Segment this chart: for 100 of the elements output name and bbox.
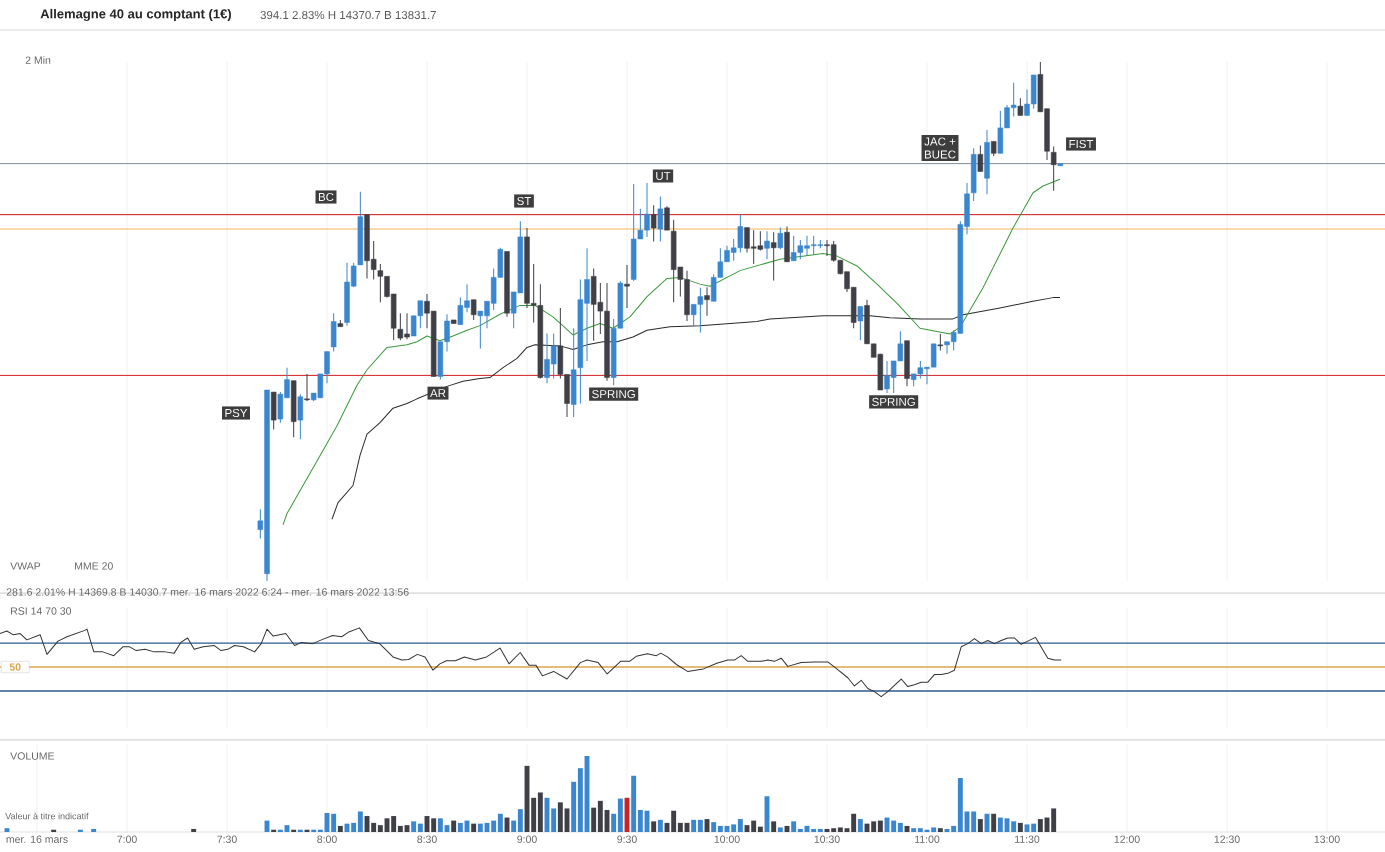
bar [591,807,597,832]
text: RSI 14 70 30 [11,607,72,615]
annotation: AR [430,389,446,398]
x-tick-label: 8:00 [317,835,337,843]
bar [337,825,343,832]
bar [291,829,297,832]
bar [731,824,737,832]
annotation: JAC + BUEC [924,137,956,159]
bar [437,818,443,832]
bar [817,828,823,832]
bar [811,828,817,832]
bar [737,819,743,832]
bar [1017,822,1023,832]
bar [511,820,517,832]
bar [757,826,763,832]
x-tick-label: 8:30 [417,835,437,843]
x-tick-label: 9:00 [517,835,537,843]
bar [317,829,323,832]
bar [931,827,937,832]
annotation: MME 20 [75,562,113,570]
bar [531,797,537,832]
bar [891,820,897,832]
candlestick [777,227,784,250]
bar [377,825,383,832]
bar [471,823,477,832]
annotation: 50 [9,663,21,671]
bar [191,828,197,832]
bar [997,817,1003,832]
candlestick [977,145,984,172]
bar [537,792,543,832]
annotation: BC [318,192,334,202]
bar [717,825,723,832]
bar [391,816,397,832]
x-tick-label: 10:30 [814,835,840,843]
bar [691,819,697,832]
bar [877,820,883,832]
bar [1031,823,1037,832]
bar [357,811,363,832]
bar [857,819,863,832]
annotation: 2 Min [25,56,51,64]
candlestick [624,264,630,309]
bar [777,827,783,832]
annotation: FIST [1069,139,1094,149]
bar [837,827,843,832]
bar [457,822,463,832]
bar [277,829,283,832]
x-tick-label: mer. 16 mars [6,835,68,843]
bar [977,819,983,832]
bar [411,821,417,832]
bar [417,823,423,832]
bar [497,813,503,832]
bar [571,781,577,832]
annotation: SPRING [872,397,915,406]
candlestick [657,195,664,243]
bar [557,802,563,832]
bar [871,821,877,832]
bar [451,820,457,832]
bar [371,822,377,832]
bar [917,828,923,832]
bar [791,821,797,832]
bar [271,829,277,832]
x-tick-label: 9:30 [617,835,637,843]
bar [397,825,403,832]
bar [951,825,957,832]
annotation: UT [656,171,671,180]
bar [797,828,803,832]
bar [851,813,857,832]
bar [1037,819,1043,832]
bar [577,768,583,832]
bar [1011,821,1017,832]
annotation: SPRING [592,390,635,399]
bar [671,810,677,832]
bar [331,813,337,832]
chart-title: Allemagne 40 au comptant (1€) [40,8,231,22]
annotation: PSY [225,408,248,418]
bar [657,819,663,832]
bar [297,829,303,832]
candlestick [704,286,710,317]
x-tick-label: 10:00 [714,835,740,843]
candlestick [1050,146,1057,192]
x-tick-label: 11:30 [1015,835,1040,843]
bar [551,808,557,832]
candlestick [764,230,770,260]
x-tick-label: 13:00 [1314,835,1340,843]
bar [617,798,623,832]
candlestick [297,393,304,440]
bar [957,778,963,832]
annotation: VWAP [10,562,41,570]
annotation: ST [517,196,532,206]
bar [477,823,483,832]
bar [91,828,97,832]
candlestick [857,305,864,341]
text: 281.6 2.01% H 14369.8 B 14030.7 mer. 16 mars 2022 6:24 - mer. 16 mars 2022 13:56 [6,588,409,596]
bar [491,820,497,832]
bar [771,821,777,832]
x-tick-label: 11:00 [915,835,940,843]
bar [971,811,977,832]
candlestick [770,231,777,281]
bar [911,828,917,832]
bar [637,809,643,832]
